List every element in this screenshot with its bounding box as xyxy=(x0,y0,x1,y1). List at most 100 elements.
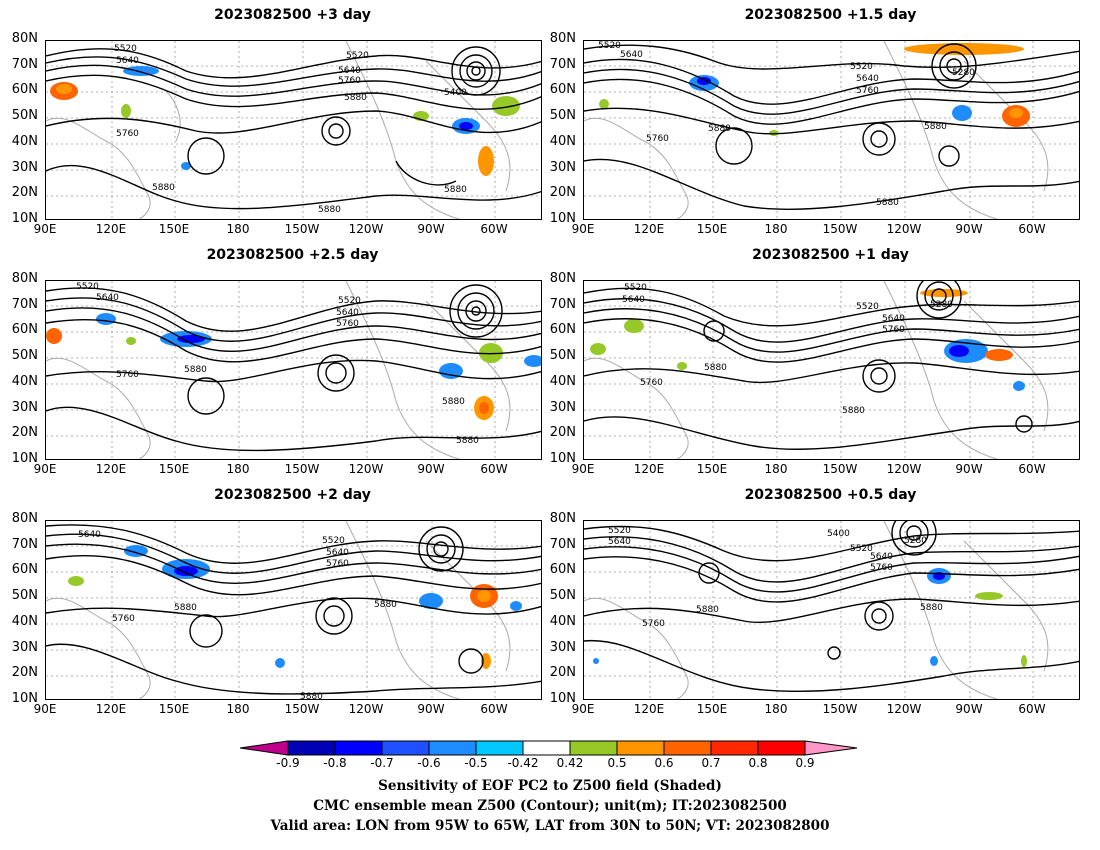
contour-label: 5280 xyxy=(952,68,975,78)
panel-title-6: 2023082500 +0.5 day xyxy=(744,487,917,503)
lon-label: 150E xyxy=(696,462,728,476)
contour-label: 5880 xyxy=(152,183,175,193)
lon-label: 90W xyxy=(417,222,445,236)
lon-label: 180 xyxy=(226,702,250,716)
lon-label: 90E xyxy=(571,222,595,236)
colorbar-swatch xyxy=(287,740,336,756)
lon-label: 150E xyxy=(158,222,190,236)
lat-label: 50N xyxy=(549,348,576,363)
lon-label: 150W xyxy=(284,702,320,716)
lat-label: 80N xyxy=(11,511,38,526)
contour-label: 5400 xyxy=(444,88,467,98)
colorbar-label: -0.42 xyxy=(507,756,539,770)
lon-label: 90W xyxy=(955,222,983,236)
colorbar-label: 0.7 xyxy=(701,756,721,770)
lon-label: 120W xyxy=(348,702,384,716)
map-panel-2: 5520 5640 5520 5640 5760 5280 5880 5760 … xyxy=(583,40,1080,220)
sensitivity-shading xyxy=(590,289,1025,391)
lat-label: 20N xyxy=(11,185,38,200)
lon-label: 120E xyxy=(95,222,127,236)
coastlines xyxy=(584,281,1049,459)
contour-label: 5760 xyxy=(642,619,665,629)
lon-label: 60W xyxy=(480,462,508,476)
contour-label: 5760 xyxy=(646,134,669,144)
colorbar-swatch xyxy=(428,740,477,756)
lon-label: 180 xyxy=(226,222,250,236)
panel-title-1: 2023082500 +3 day xyxy=(214,7,371,23)
contour-label: 5760 xyxy=(640,378,663,388)
lat-label: 40N xyxy=(11,134,38,149)
contour-label: 5880 xyxy=(300,692,323,700)
map-panel-1: 5520 5640 5520 5640 5760 5880 5400 5760 … xyxy=(45,40,542,220)
contour-label: 5880 xyxy=(344,93,367,103)
contour-label: 5880 xyxy=(374,600,397,610)
lat-label: 70N xyxy=(549,297,576,312)
contour-label: 5760 xyxy=(882,325,905,335)
lat-label: 40N xyxy=(549,614,576,629)
lon-label: 180 xyxy=(226,462,250,476)
lon-label: 150E xyxy=(696,222,728,236)
colorbar-swatch xyxy=(663,740,712,756)
lon-label: 150W xyxy=(284,222,320,236)
z500-contours xyxy=(46,284,541,452)
lon-label: 180 xyxy=(764,462,788,476)
lat-label: 30N xyxy=(11,160,38,175)
lat-label: 10N xyxy=(11,211,38,226)
contour-label: 5520 xyxy=(598,41,621,51)
colorbar-label: -0.9 xyxy=(276,756,300,770)
contour-label: 5520 xyxy=(850,544,873,554)
caption-line-3: Valid area: LON from 95W to 65W, LAT fro… xyxy=(270,818,830,834)
lat-label: 60N xyxy=(549,322,576,337)
contour-label: 5640 xyxy=(608,537,631,547)
colorbar-swatch xyxy=(616,740,665,756)
lat-label: 70N xyxy=(549,57,576,72)
lat-label: 20N xyxy=(11,665,38,680)
lon-label: 90E xyxy=(33,702,57,716)
contour-label: 5520 xyxy=(856,302,879,312)
caption-line-2: CMC ensemble mean Z500 (Contour); unit(m… xyxy=(313,798,787,814)
lon-label: 90W xyxy=(417,462,445,476)
contour-label: 5880 xyxy=(920,603,943,613)
lon-label: 60W xyxy=(1018,462,1046,476)
lat-label: 60N xyxy=(549,562,576,577)
z500-contours xyxy=(584,43,1079,210)
contour-label: 5880 xyxy=(444,185,467,195)
contour-label: 5880 xyxy=(456,436,479,446)
z500-contours xyxy=(46,524,541,695)
panel-title-2: 2023082500 +1.5 day xyxy=(744,7,917,23)
lat-label: 70N xyxy=(11,57,38,72)
lat-label: 10N xyxy=(549,691,576,706)
colorbar-low-triangle xyxy=(240,740,289,756)
colorbar-high-triangle xyxy=(804,740,858,756)
map-canvas: 5520 5640 5520 5640 5760 5880 5400 5760 … xyxy=(46,41,541,219)
lon-label: 150E xyxy=(158,702,190,716)
contour-label: 5640 xyxy=(116,56,139,66)
contour-label: 5520 xyxy=(346,51,369,61)
sensitivity-shading xyxy=(593,568,1027,667)
contour-label: 5760 xyxy=(116,129,139,139)
lat-label: 20N xyxy=(549,425,576,440)
lon-label: 150W xyxy=(284,462,320,476)
lon-label: 90E xyxy=(571,702,595,716)
lon-label: 120W xyxy=(886,222,922,236)
colorbar-swatch xyxy=(334,740,383,756)
panel-title-3: 2023082500 +2.5 day xyxy=(206,247,379,263)
lon-label: 120W xyxy=(348,462,384,476)
lon-label: 120W xyxy=(886,702,922,716)
lon-label: 60W xyxy=(1018,222,1046,236)
contour-label: 5520 xyxy=(608,526,631,536)
colorbar-swatch xyxy=(569,740,618,756)
contour-label: 5520 xyxy=(850,62,873,72)
lon-label: 120E xyxy=(95,702,127,716)
lat-label: 60N xyxy=(11,322,38,337)
lat-label: 50N xyxy=(11,348,38,363)
lon-label: 120E xyxy=(633,222,665,236)
lat-label: 60N xyxy=(11,562,38,577)
colorbar-label: 0.5 xyxy=(607,756,627,770)
colorbar-swatch xyxy=(522,740,571,756)
lat-label: 80N xyxy=(549,271,576,286)
contour-label: 5640 xyxy=(882,314,905,324)
lon-label: 90W xyxy=(955,702,983,716)
lon-label: 90E xyxy=(33,222,57,236)
colorbar-label: 0.9 xyxy=(795,756,815,770)
